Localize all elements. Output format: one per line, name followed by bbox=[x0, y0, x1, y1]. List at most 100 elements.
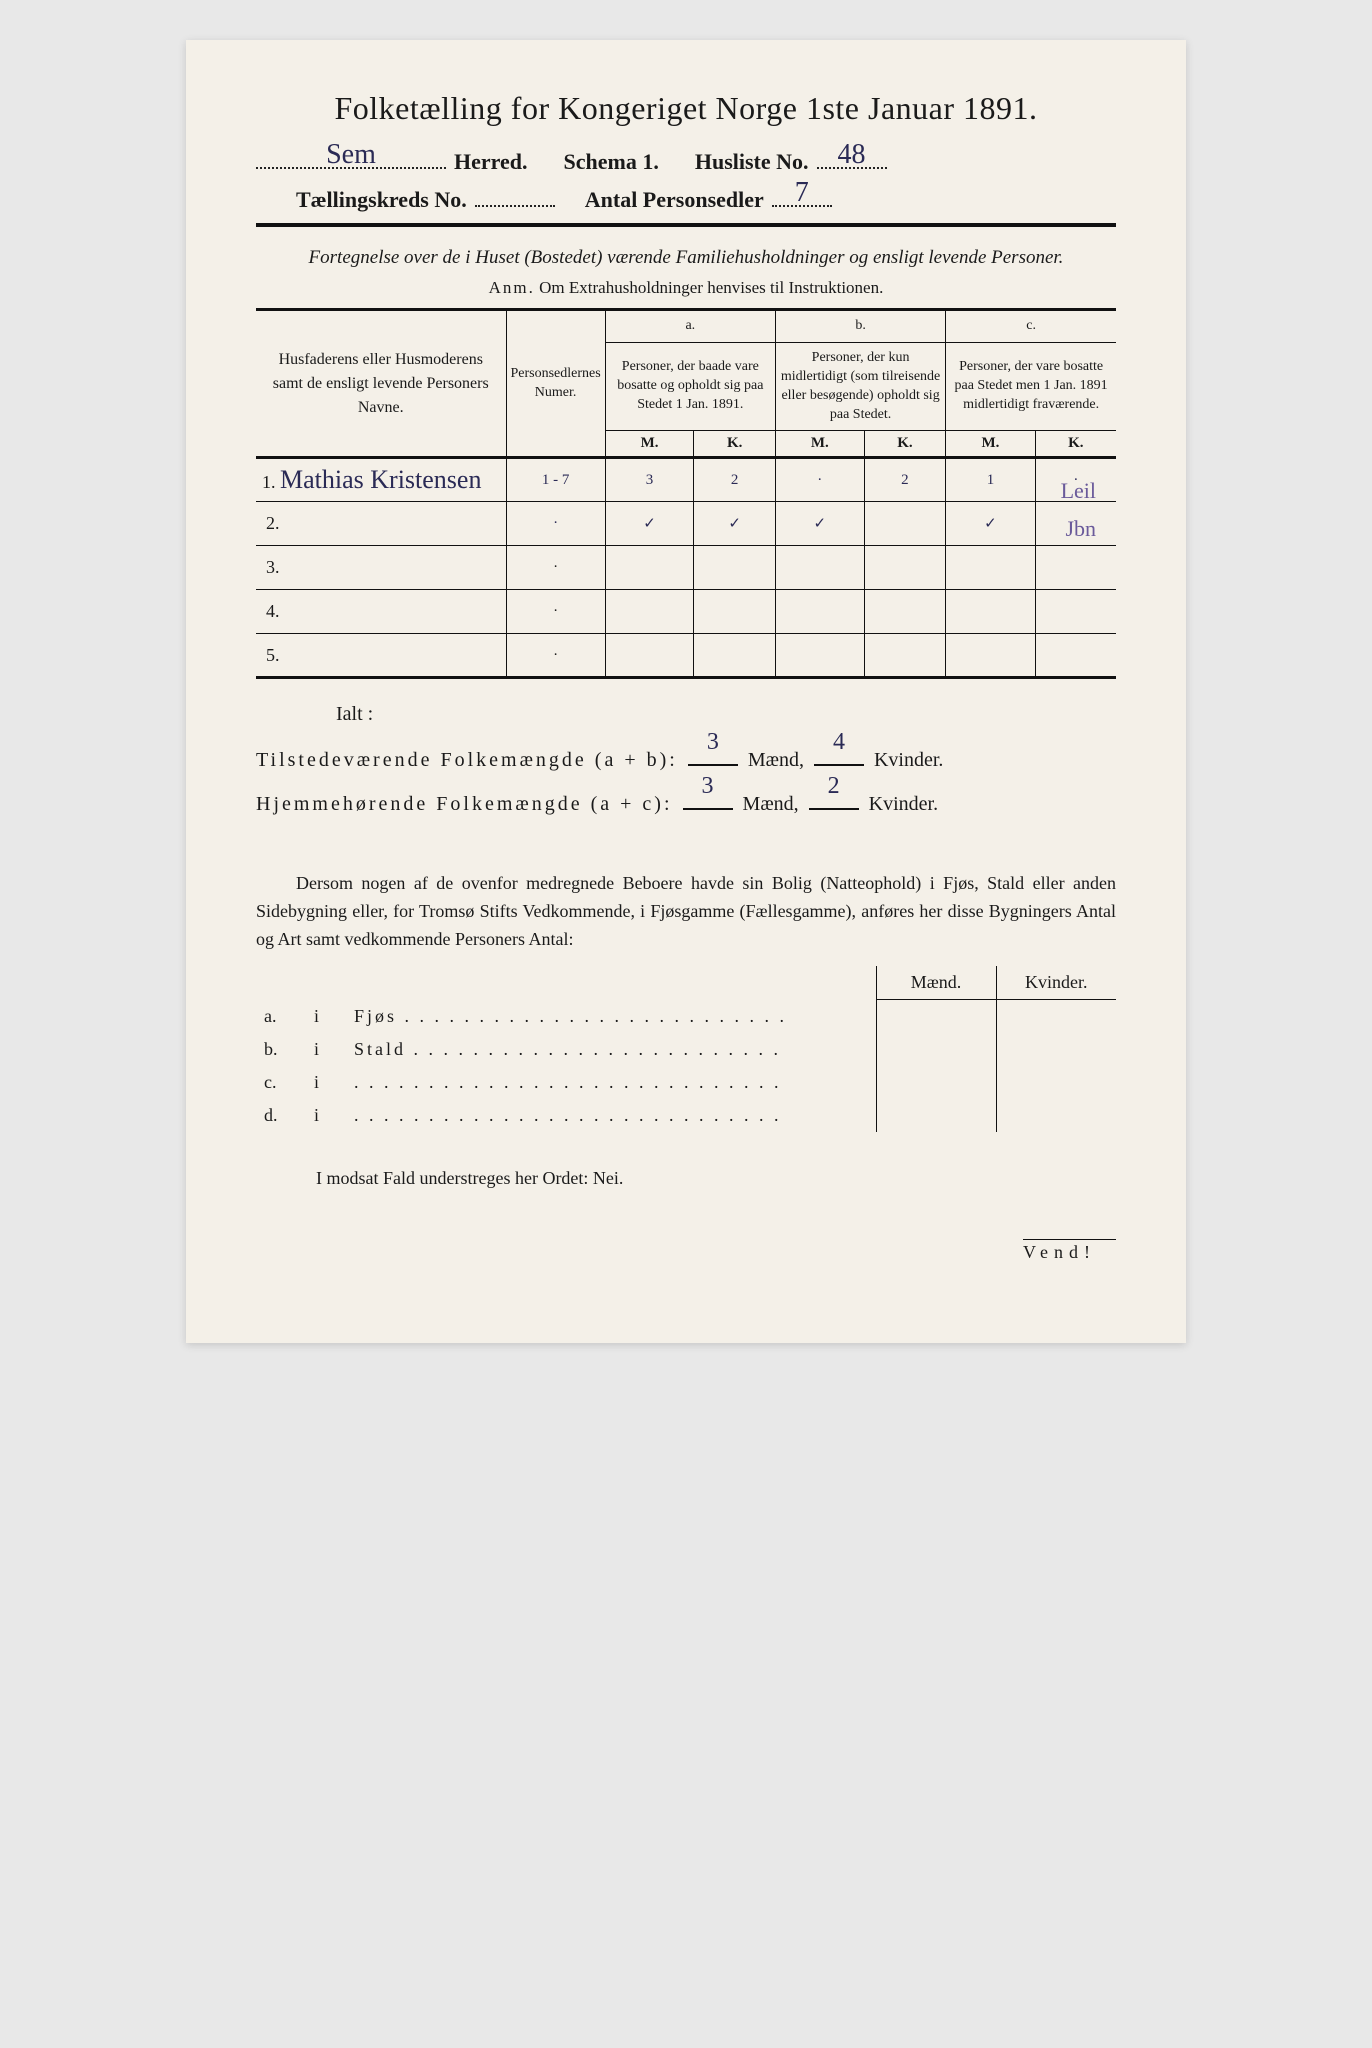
cell bbox=[864, 502, 946, 546]
lower-row: b. i Stald . . . . . . . . . . . . . . .… bbox=[256, 1033, 1116, 1066]
lower-a: a. bbox=[256, 1000, 306, 1033]
table-row: 1. Mathias Kristensen 1 - 7 3 2 · 2 1 · bbox=[256, 458, 1116, 502]
ialt-label: Ialt : bbox=[256, 703, 1116, 726]
kreds-label: Tællingskreds No. bbox=[296, 187, 467, 213]
husliste-field: 48 bbox=[817, 145, 887, 169]
cell bbox=[946, 546, 1035, 590]
cell: · bbox=[506, 590, 605, 634]
cell bbox=[1035, 590, 1116, 634]
col-b-k: K. bbox=[864, 431, 946, 458]
col-a-m: M. bbox=[605, 431, 694, 458]
subtitle: Fortegnelse over de i Huset (Bostedet) v… bbox=[256, 245, 1116, 272]
cell bbox=[605, 546, 694, 590]
husliste-label: Husliste No. bbox=[695, 149, 809, 175]
lower-head-k: Kvinder. bbox=[996, 966, 1116, 1000]
lower-b: b. bbox=[256, 1033, 306, 1066]
maend-label: Mænd, bbox=[743, 784, 799, 824]
schema-label: Schema 1. bbox=[564, 149, 659, 175]
col-b-m: M. bbox=[775, 431, 864, 458]
lower-row: c. i . . . . . . . . . . . . . . . . . .… bbox=[256, 1066, 1116, 1099]
col-b-text: Personer, der kun midlertidigt (som tilr… bbox=[775, 342, 945, 431]
totals-1-m: 3 bbox=[707, 718, 719, 766]
antal-field: 7 bbox=[772, 183, 832, 207]
col-numer: Personsedlernes Numer. bbox=[506, 309, 605, 457]
lower-table: Mænd. Kvinder. a. i Fjøs . . . . . . . .… bbox=[256, 966, 1116, 1132]
vend-label: Vend! bbox=[1023, 1239, 1116, 1263]
cell: · bbox=[506, 546, 605, 590]
lower-i: i bbox=[306, 1033, 346, 1066]
kvinder-label: Kvinder. bbox=[874, 740, 943, 780]
col-a-k: K. bbox=[694, 431, 776, 458]
row-label: 1. Mathias Kristensen bbox=[256, 458, 506, 502]
cell bbox=[864, 634, 946, 678]
antal-value: 7 bbox=[795, 177, 809, 209]
col-c-k: K. bbox=[1035, 431, 1116, 458]
cell: ✓ bbox=[694, 502, 776, 546]
lower-m bbox=[876, 1033, 996, 1066]
lower-k bbox=[996, 1099, 1116, 1132]
table-row: 5. · bbox=[256, 634, 1116, 678]
cell: · bbox=[506, 634, 605, 678]
lower-k bbox=[996, 1000, 1116, 1033]
cell bbox=[605, 634, 694, 678]
lower-i: i bbox=[306, 1066, 346, 1099]
cell: 3 bbox=[605, 458, 694, 502]
lower-k bbox=[996, 1033, 1116, 1066]
cell bbox=[775, 590, 864, 634]
cell: 1 - 7 bbox=[506, 458, 605, 502]
cell bbox=[946, 634, 1035, 678]
herred-label: Herred. bbox=[454, 149, 528, 175]
anm-line: Anm. Om Extrahusholdninger henvises til … bbox=[256, 278, 1116, 298]
header-row-1: Sem Herred. Schema 1. Husliste No. 48 bbox=[256, 145, 1116, 175]
cell bbox=[605, 590, 694, 634]
cell bbox=[775, 546, 864, 590]
kreds-field bbox=[475, 183, 555, 207]
lower-c: c. bbox=[256, 1066, 306, 1099]
totals-2-k-field: 2 bbox=[809, 788, 859, 810]
cell bbox=[864, 590, 946, 634]
col-c-m: M. bbox=[946, 431, 1035, 458]
table-row: 3. · bbox=[256, 546, 1116, 590]
totals-1-k: 4 bbox=[833, 718, 845, 766]
col-c-label: c. bbox=[946, 309, 1116, 342]
table-row: 4. · bbox=[256, 590, 1116, 634]
row-name: Mathias Kristensen bbox=[280, 465, 481, 494]
lower-d: d. bbox=[256, 1099, 306, 1132]
totals-2-label: Hjemmehørende Folkemængde (a + c): bbox=[256, 784, 673, 824]
page-title: Folketælling for Kongeriget Norge 1ste J… bbox=[256, 90, 1116, 127]
lower-m bbox=[876, 1066, 996, 1099]
side-note-2: Jbn bbox=[1065, 516, 1096, 542]
col-names: Husfaderens eller Husmoderens samt de en… bbox=[256, 309, 506, 457]
cell bbox=[946, 590, 1035, 634]
lower-k bbox=[996, 1066, 1116, 1099]
paragraph: Dersom nogen af de ovenfor medregnede Be… bbox=[256, 870, 1116, 954]
cell: ✓ bbox=[946, 502, 1035, 546]
cell: 2 bbox=[864, 458, 946, 502]
row-label: 4. bbox=[256, 590, 506, 634]
side-note-1: Leil bbox=[1061, 478, 1096, 504]
col-b-label: b. bbox=[775, 309, 945, 342]
census-table: Husfaderens eller Husmoderens samt de en… bbox=[256, 308, 1116, 679]
lower-i: i bbox=[306, 1000, 346, 1033]
totals-line-1: Tilstedeværende Folkemængde (a + b): 3 M… bbox=[256, 740, 1116, 780]
cell bbox=[775, 634, 864, 678]
cell: · bbox=[506, 502, 605, 546]
herred-field: Sem bbox=[256, 145, 446, 169]
col-c-text: Personer, der vare bosatte paa Stedet me… bbox=[946, 342, 1116, 431]
census-form-page: Folketælling for Kongeriget Norge 1ste J… bbox=[186, 40, 1186, 1343]
cell bbox=[694, 590, 776, 634]
cell: · bbox=[775, 458, 864, 502]
cell bbox=[1035, 634, 1116, 678]
lower-type: Fjøs . . . . . . . . . . . . . . . . . .… bbox=[346, 1000, 876, 1033]
lower-row: a. i Fjøs . . . . . . . . . . . . . . . … bbox=[256, 1000, 1116, 1033]
lower-row: d. i . . . . . . . . . . . . . . . . . .… bbox=[256, 1099, 1116, 1132]
herred-value: Sem bbox=[326, 139, 376, 171]
row-label: 3. bbox=[256, 546, 506, 590]
col-a-text: Personer, der baade vare bosatte og opho… bbox=[605, 342, 775, 431]
husliste-value: 48 bbox=[838, 139, 866, 171]
totals-1-label: Tilstedeværende Folkemængde (a + b): bbox=[256, 740, 678, 780]
lower-type: . . . . . . . . . . . . . . . . . . . . … bbox=[346, 1099, 876, 1132]
lower-m bbox=[876, 1000, 996, 1033]
footer-line: I modsat Fald understreges her Ordet: Ne… bbox=[256, 1168, 1116, 1189]
totals-line-2: Hjemmehørende Folkemængde (a + c): 3 Mæn… bbox=[256, 784, 1116, 824]
